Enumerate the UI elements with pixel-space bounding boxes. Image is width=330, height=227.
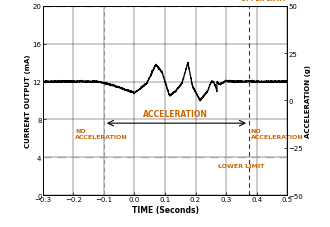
Y-axis label: CURRENT OUTPUT (mA): CURRENT OUTPUT (mA)	[25, 54, 31, 148]
Text: NO
ACCELERATION: NO ACCELERATION	[250, 128, 303, 139]
Text: ACCELERATION: ACCELERATION	[143, 110, 208, 119]
Text: NO
ACCELERATION: NO ACCELERATION	[75, 128, 128, 139]
Text: UPPER LIMIT: UPPER LIMIT	[241, 0, 285, 2]
Text: LOWER LIMIT: LOWER LIMIT	[218, 163, 265, 168]
X-axis label: TIME (Seconds): TIME (Seconds)	[131, 205, 199, 214]
Y-axis label: ACCELERATION (g): ACCELERATION (g)	[305, 65, 311, 137]
